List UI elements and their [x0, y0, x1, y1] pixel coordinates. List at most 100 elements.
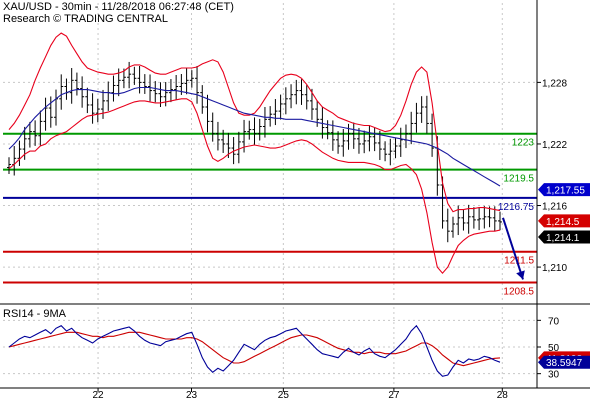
rsi-y-tick-label: 30 — [548, 370, 560, 381]
candle — [492, 206, 497, 232]
candle — [17, 140, 22, 166]
candle — [142, 74, 147, 94]
price-tag-1-bg — [538, 183, 590, 197]
candle — [461, 209, 466, 231]
y-tick-label: 1,216 — [542, 202, 567, 213]
candle — [450, 216, 455, 238]
forecast-arrow-shaft — [502, 217, 524, 280]
candle — [132, 66, 137, 85]
x-tick-label: 22 — [92, 390, 104, 400]
x-tick-label: 23 — [186, 390, 198, 400]
candle — [69, 68, 74, 104]
candle — [85, 87, 90, 114]
candle — [95, 98, 100, 123]
forecast-arrow-head — [516, 270, 525, 280]
candle — [341, 128, 346, 157]
candle — [393, 138, 398, 159]
candle — [383, 141, 388, 162]
candle — [487, 206, 492, 228]
moving-average-line — [8, 86, 501, 187]
candle — [388, 138, 393, 166]
candle — [498, 211, 502, 231]
price-tag-1: 1,217.55 — [538, 183, 590, 197]
candle — [299, 79, 304, 105]
rsi-plot — [3, 307, 537, 387]
chart-title: XAU/USD - 30min - 11/28/2018 06:27:48 (C… — [3, 1, 234, 13]
rsi-tag-2-text: 38.5947 — [546, 358, 583, 369]
candle — [80, 76, 85, 108]
candle — [54, 89, 59, 126]
candle — [356, 127, 361, 154]
candle — [268, 106, 273, 127]
candle — [200, 85, 205, 114]
candle — [189, 70, 194, 88]
candle — [377, 130, 382, 161]
price-tag-1-text: 1,217.55 — [546, 186, 585, 197]
candle — [33, 120, 38, 146]
candle — [247, 120, 252, 140]
candle — [304, 85, 309, 110]
candle — [257, 118, 262, 141]
candle — [74, 72, 79, 96]
candle — [210, 112, 215, 142]
candle — [273, 99, 278, 126]
x-tick-label: 25 — [278, 390, 290, 400]
level-label-resistance-1223: 1223 — [512, 138, 535, 149]
candle — [456, 205, 461, 236]
candle — [409, 111, 414, 145]
candle — [367, 125, 372, 152]
price-tag-3: 1,214.1 — [538, 230, 590, 244]
candle — [43, 97, 48, 131]
x-tick-label: 28 — [497, 390, 509, 400]
rsi-y-tick-label: 50 — [548, 343, 560, 354]
candle — [283, 87, 288, 115]
candle — [477, 207, 482, 231]
candle — [372, 127, 377, 152]
candle — [101, 89, 106, 119]
candle — [64, 78, 69, 100]
candle — [309, 88, 314, 120]
candle — [195, 65, 200, 104]
candle — [153, 81, 158, 103]
candle — [466, 204, 471, 234]
candle — [346, 123, 351, 150]
candle — [137, 65, 142, 94]
candle — [424, 95, 429, 134]
candle — [430, 113, 435, 157]
price-tag-3-text: 1,214.1 — [546, 233, 580, 244]
candle — [325, 120, 330, 140]
candle — [7, 157, 11, 175]
rsi-panel-label: RSI14 - 9MA — [3, 308, 66, 320]
candle — [59, 74, 64, 110]
price-tag-2-bg — [538, 214, 590, 228]
candle — [90, 93, 95, 124]
candle — [351, 122, 356, 149]
candle — [12, 146, 17, 176]
candle — [294, 79, 299, 105]
bollinger-upper-line — [8, 32, 501, 213]
level-label-pivot-1216-75: 1216.75 — [498, 202, 535, 213]
rsi-tag-2-bg — [538, 355, 590, 369]
price-plot: 1223 1219.5 1216.75 1211.5 1208.5 — [3, 3, 537, 303]
candle — [184, 68, 189, 95]
level-label-support-1219-5: 1219.5 — [503, 174, 534, 185]
candle — [289, 84, 294, 109]
price-tag-3-bg — [538, 230, 590, 244]
price-tag-2-text: 1,214.5 — [546, 217, 580, 228]
candle — [236, 131, 241, 164]
y-tick-label: 1,228 — [542, 78, 567, 89]
candle — [38, 110, 43, 146]
candle — [482, 206, 487, 229]
rsi-tag-2: 38.5947 — [538, 355, 590, 369]
candle — [419, 96, 424, 123]
level-label-target-1208-5: 1208.5 — [503, 286, 534, 297]
x-tick-label: 27 — [388, 390, 400, 400]
candle — [27, 121, 32, 148]
candle — [111, 75, 116, 102]
candle — [174, 75, 179, 100]
candle — [127, 61, 132, 89]
y-tick-label: 1,210 — [542, 263, 567, 274]
candle — [48, 96, 53, 128]
candle — [221, 129, 226, 153]
